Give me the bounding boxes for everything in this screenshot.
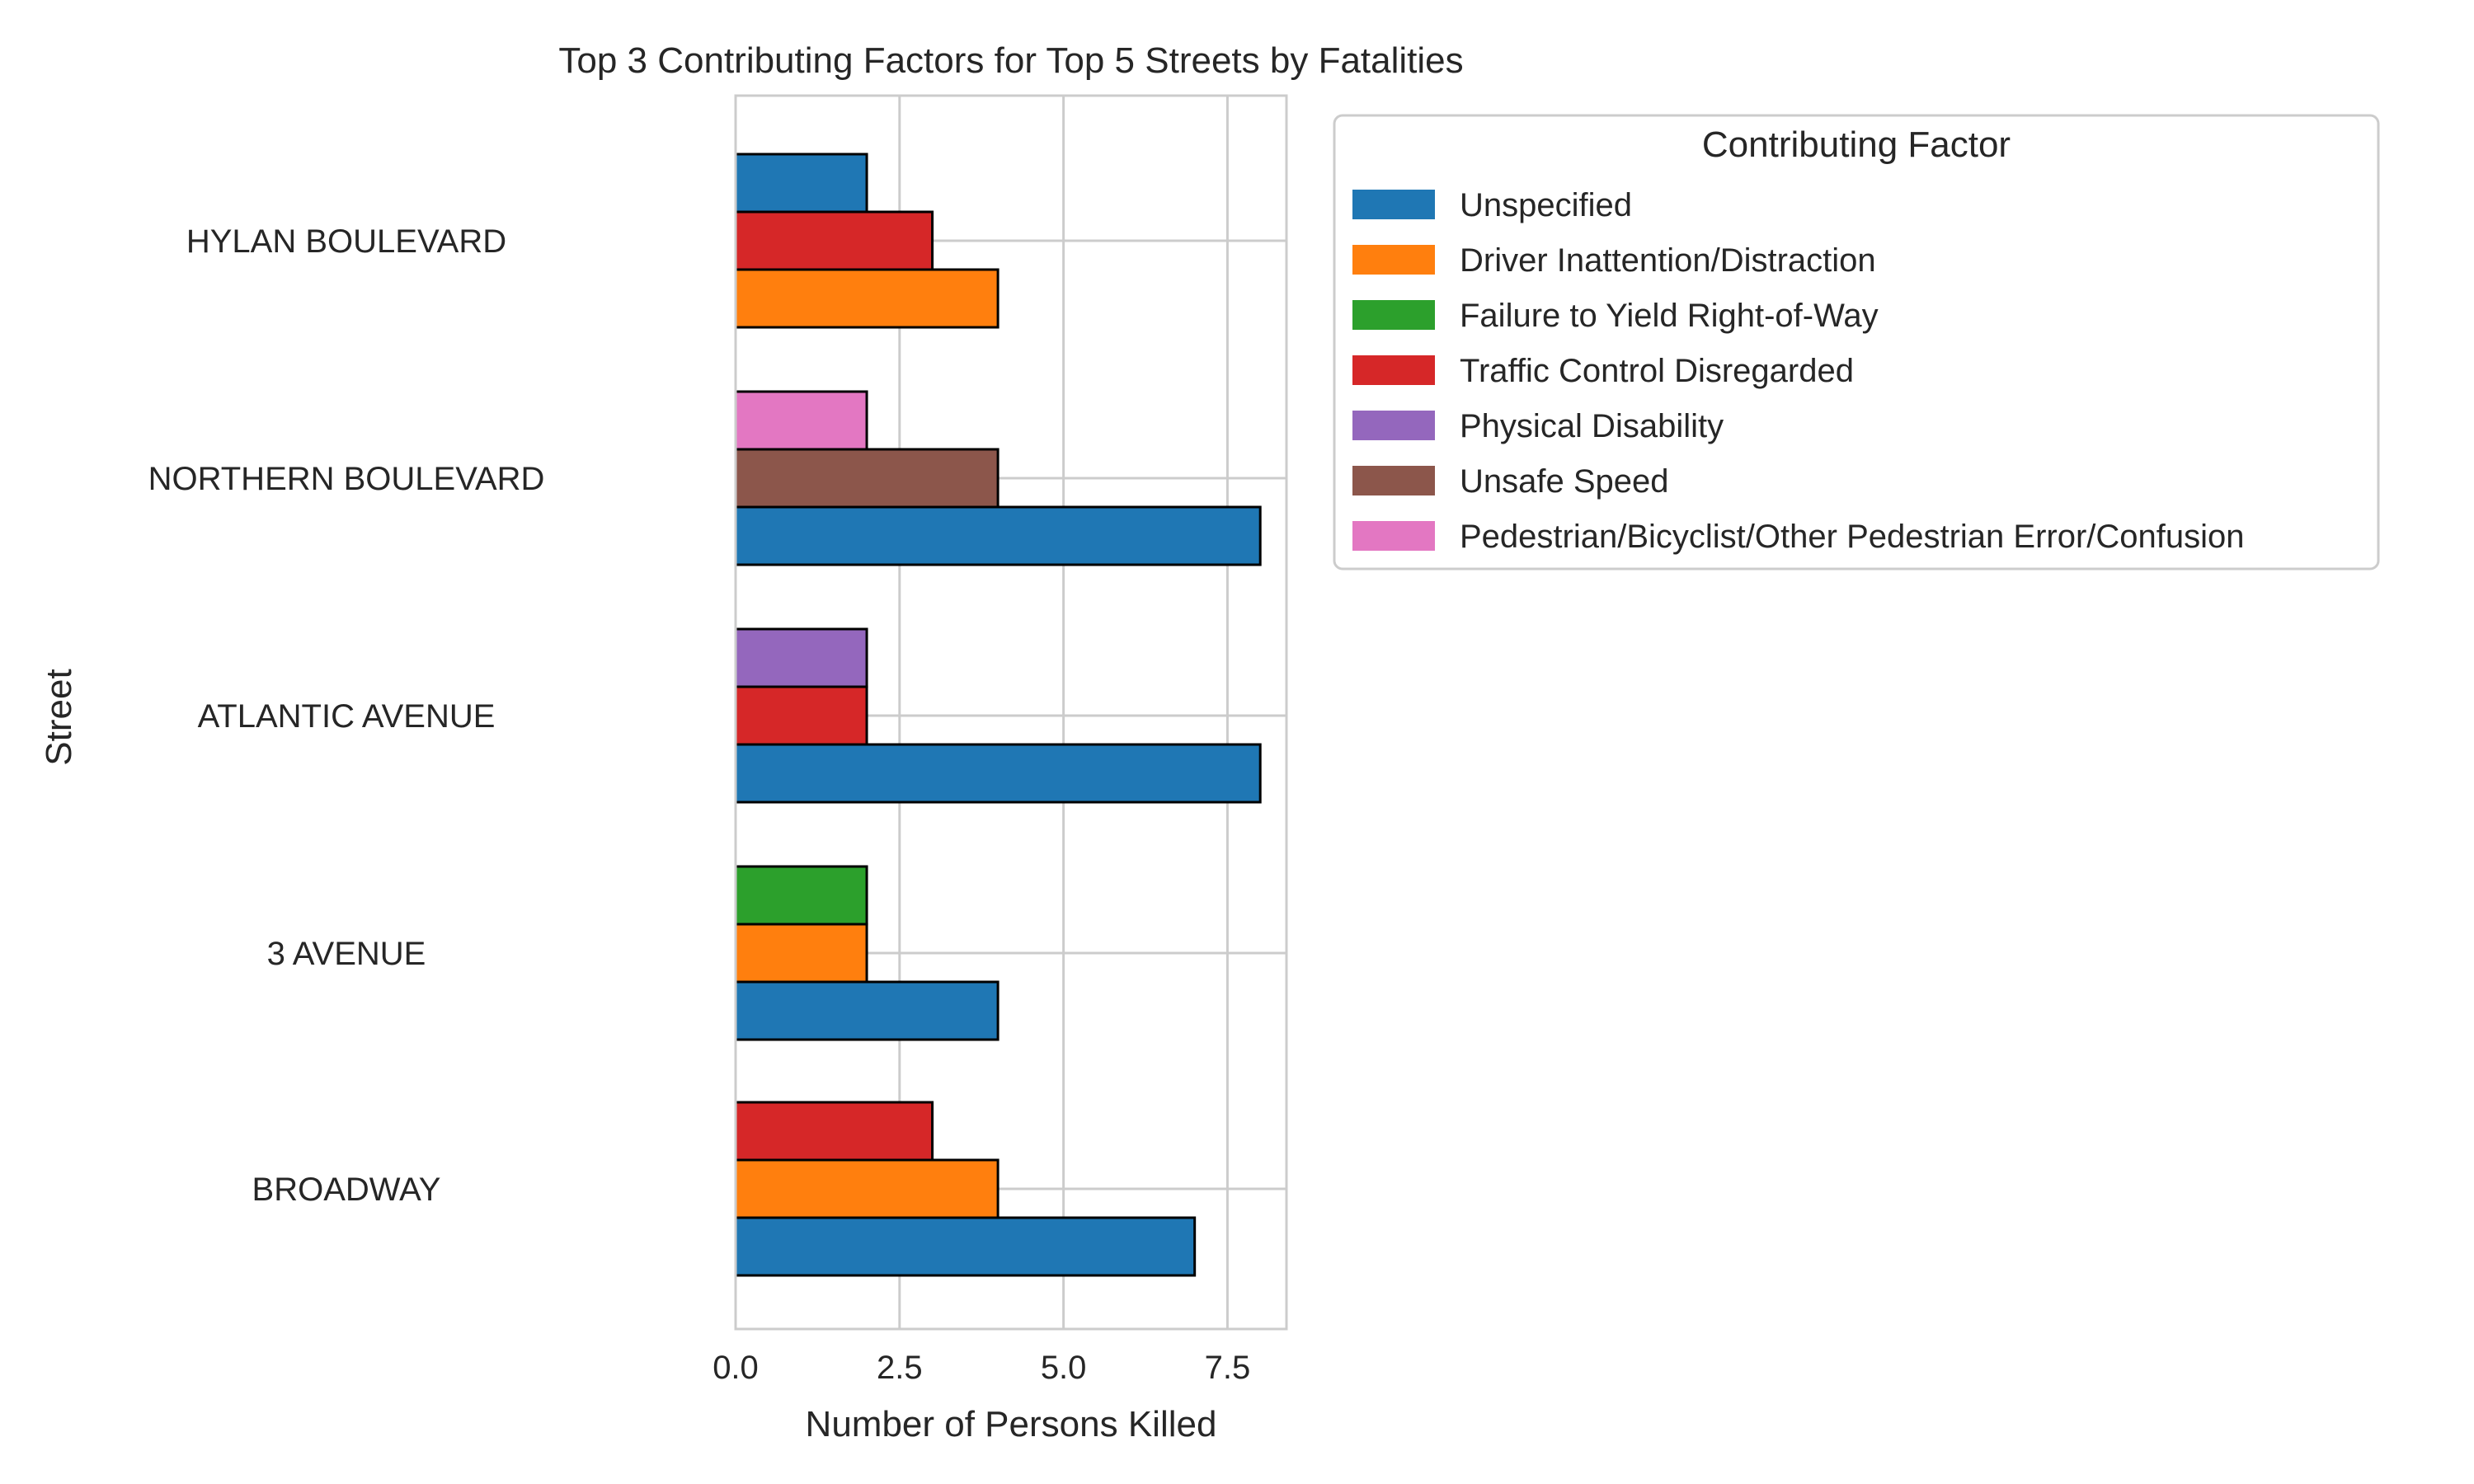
y-tick-label: HYLAN BOULEVARD <box>186 223 506 260</box>
legend-swatch <box>1352 411 1435 440</box>
x-axis-label: Number of Persons Killed <box>806 1404 1217 1444</box>
legend: Contributing Factor Unspecified Driver In… <box>1333 114 2380 571</box>
bar <box>734 743 1262 804</box>
bar <box>734 685 868 746</box>
legend-label: Traffic Control Disregarded <box>1460 353 1854 389</box>
plot-frame <box>734 94 1288 1331</box>
bar <box>734 1101 934 1162</box>
legend-swatch <box>1352 466 1435 495</box>
bar <box>734 627 868 688</box>
x-tick-label: 0.0 <box>713 1350 759 1386</box>
x-tick-label: 5.0 <box>1041 1350 1087 1386</box>
legend-label: Unspecified <box>1460 187 1632 223</box>
legend-label: Driver Inattention/Distraction <box>1460 242 1876 279</box>
y-tick-label: ATLANTIC AVENUE <box>198 698 496 735</box>
bar <box>734 210 934 271</box>
yticks-layer: HYLAN BOULEVARD NORTHERN BOULEVARD ATLANTI… <box>148 223 545 1208</box>
legend-swatch <box>1352 355 1435 385</box>
bar <box>734 153 868 214</box>
legend-entries: Unspecified Driver Inattention/Distractio… <box>1352 187 2245 555</box>
legend-frame <box>1333 114 2380 571</box>
bar <box>734 1216 1197 1277</box>
x-tick-label: 2.5 <box>877 1350 923 1386</box>
bar <box>734 865 868 926</box>
bar <box>734 923 868 984</box>
legend-swatch <box>1352 245 1435 275</box>
xticks-layer: 0.0 2.5 5.0 7.5 <box>713 1350 1250 1386</box>
legend-label: Physical Disability <box>1460 408 1724 444</box>
legend-title: Contributing Factor <box>1702 124 2011 165</box>
legend-swatch <box>1352 300 1435 330</box>
y-tick-label: BROADWAY <box>252 1172 441 1208</box>
bar <box>734 448 999 509</box>
x-tick-label: 7.5 <box>1205 1350 1251 1386</box>
y-axis-label: Street <box>39 669 79 765</box>
bar <box>734 980 999 1041</box>
y-tick-label: NORTHERN BOULEVARD <box>148 461 545 497</box>
bar <box>734 1158 999 1219</box>
legend-swatch <box>1352 190 1435 219</box>
legend-swatch <box>1352 521 1435 551</box>
bars-layer <box>734 153 1262 1277</box>
bar <box>734 390 868 451</box>
legend-label: Unsafe Speed <box>1460 463 1669 500</box>
y-tick-label: 3 AVENUE <box>267 936 426 972</box>
legend-label: Pedestrian/Bicyclist/Other Pedestrian Er… <box>1460 519 2245 555</box>
bar <box>734 268 999 329</box>
chart-title: Top 3 Contributing Factors for Top 5 Str… <box>558 40 1463 81</box>
legend-label: Failure to Yield Right-of-Way <box>1460 298 1879 334</box>
bar <box>734 505 1262 566</box>
